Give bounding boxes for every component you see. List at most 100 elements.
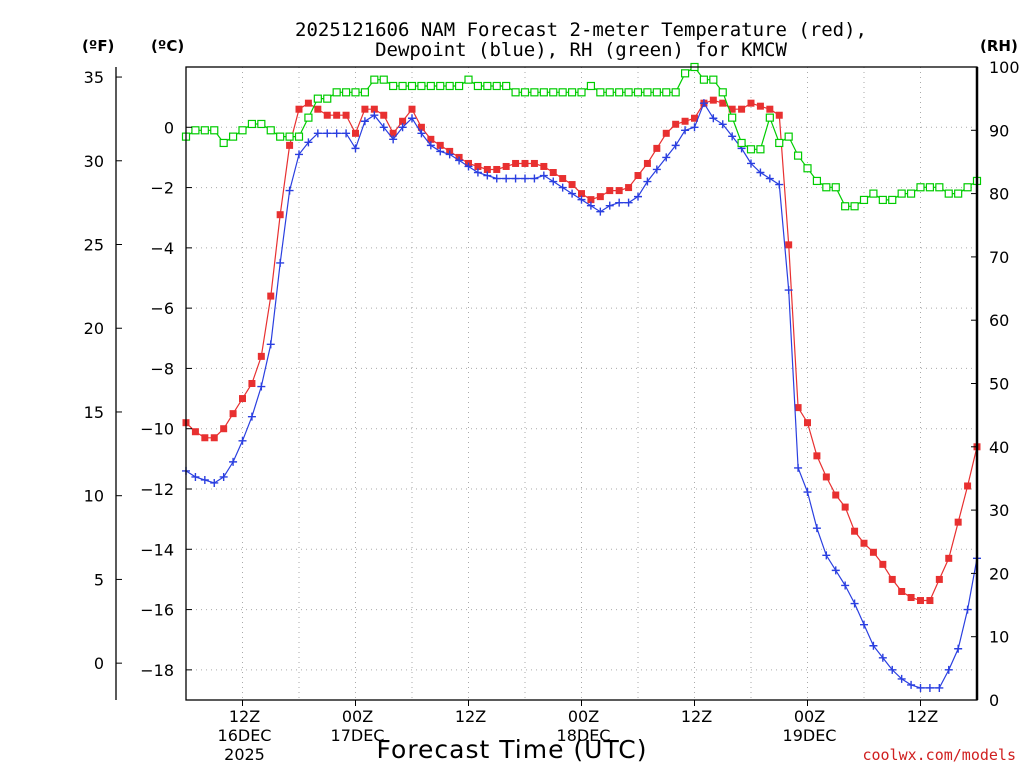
temperature-point (229, 410, 237, 418)
rh-point (793, 151, 803, 160)
dewpoint-point (775, 180, 784, 189)
rh-point (520, 88, 530, 97)
rh-point (652, 88, 661, 97)
temperature-point (832, 491, 840, 499)
x-tick-label: 18DEC (557, 726, 611, 745)
temperature-point (860, 539, 868, 547)
temperature-point (709, 96, 717, 104)
chart-title-line-2: Dewpoint (blue), RH (green) for KMCW (375, 39, 787, 61)
dewpoint-point (398, 123, 407, 132)
celsius-tick-label: −2 (150, 179, 174, 198)
fahrenheit-tick-label: 25 (84, 236, 104, 255)
rh-point (878, 195, 887, 205)
dewpoint-point (210, 478, 219, 487)
dewpoint-point (916, 683, 925, 692)
x-tick-label: 2025 (224, 745, 265, 764)
temperature-point (898, 587, 906, 595)
dewpoint-point (907, 680, 916, 689)
rh-point (276, 132, 285, 141)
temperature-point (257, 352, 265, 360)
celsius-tick-label: −8 (150, 359, 174, 378)
rh-point (897, 189, 906, 198)
temperature-point (794, 404, 802, 412)
rh-point (746, 145, 756, 154)
rh-point (812, 176, 822, 186)
dewpoint-point (699, 99, 708, 108)
rh-point (200, 126, 209, 135)
dewpoint-point (954, 644, 963, 653)
dewpoint-point (850, 599, 859, 608)
temperature-point (521, 159, 529, 167)
rh-point (841, 202, 850, 211)
dewpoint-point (747, 159, 755, 168)
dewpoint-point (568, 189, 577, 198)
dewpoint-point (408, 114, 416, 123)
x-tick-label: 12Z (229, 707, 260, 726)
temperature-point (615, 187, 623, 195)
temperature-point (851, 527, 859, 535)
temperature-point (841, 503, 849, 511)
chart-title-line-1: 2025121606 NAM Forecast 2-meter Temperat… (295, 19, 867, 41)
temperature-point (578, 190, 585, 198)
rh-point (718, 88, 727, 97)
temperature-point (436, 141, 444, 149)
rh-point (304, 113, 313, 122)
fahrenheit-tick-label: 35 (84, 68, 104, 87)
rh-point (379, 75, 388, 84)
x-tick-label: 12Z (907, 707, 938, 726)
rh-tick-label: 80 (989, 185, 1009, 204)
dewpoint-point (690, 123, 699, 132)
temperature-point (342, 111, 350, 119)
temperature-point (408, 105, 416, 113)
rh-point (238, 126, 247, 135)
rh-tick-label: 20 (989, 564, 1009, 583)
celsius-unit-label: (ºC) (151, 37, 184, 55)
dewpoint-point (558, 183, 567, 192)
temperature-point (380, 111, 388, 119)
dewpoint-point (464, 162, 473, 171)
dewpoint-point (709, 114, 718, 123)
rh-point (266, 126, 275, 135)
x-tick-label: 00Z (568, 707, 599, 726)
dewpoint-point (502, 174, 511, 183)
fahrenheit-tick-label: 10 (84, 487, 104, 506)
rh-point (398, 81, 407, 91)
fahrenheit-tick-label: 30 (84, 152, 104, 171)
temperature-point (756, 102, 764, 110)
rh-point (737, 138, 746, 148)
rh-point (671, 88, 680, 97)
temperature-point (728, 105, 736, 113)
rh-point (351, 88, 360, 97)
temperature-point (323, 111, 331, 119)
dewpoint-point (191, 472, 200, 481)
dewpoint-point (521, 174, 529, 183)
rh-point (784, 132, 793, 141)
temperature-point (286, 141, 294, 149)
dewpoint-point (765, 174, 774, 183)
dewpoint-point (473, 168, 482, 177)
rh-point (389, 81, 398, 91)
rh-tick-label: 10 (989, 628, 1009, 647)
temperature-point (427, 135, 435, 143)
temperature-point (295, 105, 303, 113)
rh-point (247, 119, 257, 129)
rh-tick-label: 40 (989, 438, 1009, 457)
rh-point (888, 195, 897, 205)
temperature-point (606, 187, 614, 195)
temperature-point (738, 105, 746, 113)
source-credit: coolwx.com/models (862, 746, 1016, 764)
rh-point (558, 88, 567, 97)
x-tick-label: 00Z (342, 707, 373, 726)
rh-tick-label: 50 (989, 375, 1009, 394)
dewpoint-point (360, 117, 369, 126)
rh-tick-label: 0 (989, 691, 999, 710)
rh-point (341, 88, 351, 97)
rh-point (643, 88, 652, 97)
dewpoint-point (483, 171, 492, 180)
temperature-point (568, 181, 576, 189)
temperature-point (559, 175, 567, 183)
dewpoint-point (257, 382, 266, 391)
dewpoint-point (841, 581, 850, 590)
dewpoint-point (615, 198, 624, 207)
rh-tick-label: 60 (989, 311, 1009, 330)
